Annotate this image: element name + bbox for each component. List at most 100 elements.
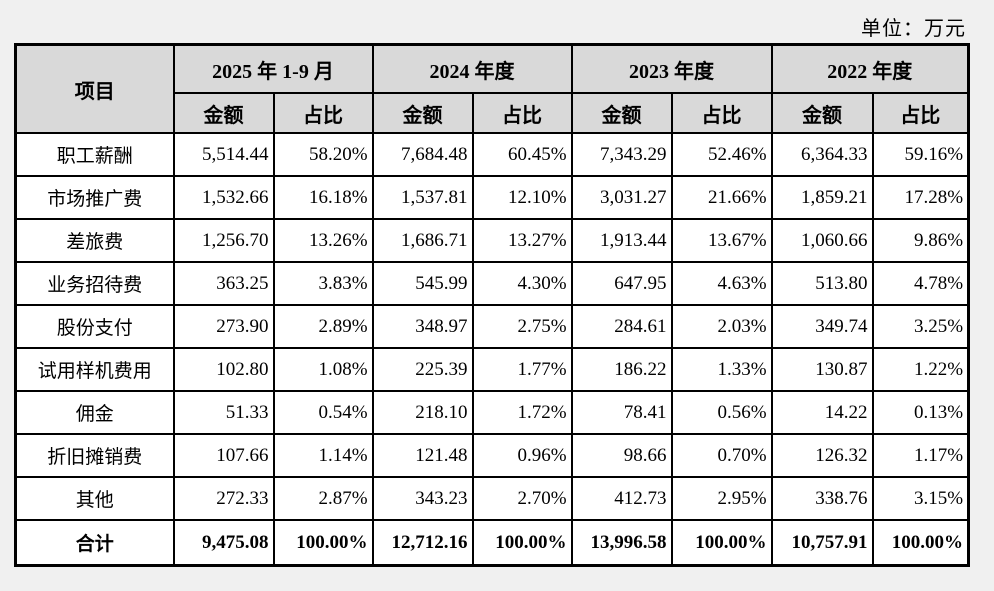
- ratio-cell: 13.26%: [272, 218, 374, 263]
- ratio-cell: 9.86%: [871, 218, 970, 263]
- col-header-amount: 金额: [570, 92, 673, 134]
- amount-cell: 273.90: [172, 304, 275, 349]
- ratio-cell: 16.18%: [272, 175, 374, 220]
- amount-cell: 1,256.70: [172, 218, 275, 263]
- amount-cell: 218.10: [371, 390, 474, 435]
- ratio-cell: 58.20%: [272, 132, 374, 177]
- table-row: 业务招待费 363.25 3.83% 545.99 4.30% 647.95 4.63% 51…: [14, 261, 970, 306]
- row-item-label: 折旧摊销费: [14, 433, 175, 478]
- ratio-cell: 1.17%: [871, 433, 970, 478]
- ratio-cell: 3.15%: [871, 476, 970, 521]
- row-item-label: 市场推广费: [14, 175, 175, 220]
- ratio-cell: 2.87%: [272, 476, 374, 521]
- amount-cell: 186.22: [570, 347, 673, 392]
- amount-cell: 348.97: [371, 304, 474, 349]
- amount-cell: 338.76: [770, 476, 874, 521]
- amount-cell: 130.87: [770, 347, 874, 392]
- ratio-cell: 2.95%: [670, 476, 773, 521]
- table-body: 职工薪酬 5,514.44 58.20% 7,684.48 60.45% 7,343.29…: [14, 132, 970, 567]
- col-header-ratio: 占比: [471, 92, 573, 134]
- ratio-cell: 0.96%: [471, 433, 573, 478]
- ratio-cell: 21.66%: [670, 175, 773, 220]
- amount-cell: 647.95: [570, 261, 673, 306]
- ratio-cell: 17.28%: [871, 175, 970, 220]
- ratio-cell: 0.13%: [871, 390, 970, 435]
- row-item-label: 职工薪酬: [14, 132, 175, 177]
- amount-cell: 1,060.66: [770, 218, 874, 263]
- col-header-ratio: 占比: [272, 92, 374, 134]
- amount-cell: 7,684.48: [371, 132, 474, 177]
- ratio-cell: 2.75%: [471, 304, 573, 349]
- amount-cell: 98.66: [570, 433, 673, 478]
- ratio-cell: 4.63%: [670, 261, 773, 306]
- ratio-cell: 2.89%: [272, 304, 374, 349]
- ratio-cell: 1.72%: [471, 390, 573, 435]
- amount-cell: 121.48: [371, 433, 474, 478]
- amount-cell: 5,514.44: [172, 132, 275, 177]
- amount-cell: 343.23: [371, 476, 474, 521]
- amount-cell: 9,475.08: [172, 519, 275, 567]
- ratio-cell: 0.56%: [670, 390, 773, 435]
- table-row: 合计 9,475.08 100.00% 12,712.16 100.00% 13,996.…: [14, 519, 970, 567]
- col-header-period-2025: 2025 年 1-9 月: [172, 43, 374, 94]
- table-header-row-sub: 金额 占比 金额 占比 金额 占比 金额 占比: [16, 92, 970, 134]
- ratio-cell: 1.14%: [272, 433, 374, 478]
- amount-cell: 10,757.91: [770, 519, 874, 567]
- amount-cell: 1,537.81: [371, 175, 474, 220]
- amount-cell: 107.66: [172, 433, 275, 478]
- col-header-ratio: 占比: [871, 92, 970, 134]
- row-item-label: 其他: [14, 476, 175, 521]
- amount-cell: 3,031.27: [570, 175, 673, 220]
- table-header-row-periods: 项目 2025 年 1-9 月 2024 年度 2023 年度 2022 年度: [14, 43, 970, 134]
- table-row: 市场推广费 1,532.66 16.18% 1,537.81 12.10% 3,031.2…: [14, 175, 970, 220]
- ratio-cell: 4.30%: [471, 261, 573, 306]
- row-item-label: 业务招待费: [14, 261, 175, 306]
- ratio-cell: 13.67%: [670, 218, 773, 263]
- row-item-label: 差旅费: [14, 218, 175, 263]
- col-header-amount: 金额: [371, 92, 474, 134]
- amount-cell: 13,996.58: [570, 519, 673, 567]
- ratio-cell: 1.08%: [272, 347, 374, 392]
- ratio-cell: 100.00%: [871, 519, 970, 567]
- col-header-period-2022: 2022 年度: [770, 43, 970, 94]
- amount-cell: 14.22: [770, 390, 874, 435]
- ratio-cell: 2.70%: [471, 476, 573, 521]
- unit-label: 单位：万元: [861, 18, 966, 40]
- ratio-cell: 12.10%: [471, 175, 573, 220]
- row-item-label: 合计: [14, 519, 175, 567]
- col-header-amount: 金额: [172, 92, 275, 134]
- ratio-cell: 1.33%: [670, 347, 773, 392]
- amount-cell: 272.33: [172, 476, 275, 521]
- amount-cell: 1,913.44: [570, 218, 673, 263]
- ratio-cell: 100.00%: [471, 519, 573, 567]
- ratio-cell: 3.25%: [871, 304, 970, 349]
- amount-cell: 51.33: [172, 390, 275, 435]
- row-item-label: 股份支付: [14, 304, 175, 349]
- amount-cell: 284.61: [570, 304, 673, 349]
- ratio-cell: 1.22%: [871, 347, 970, 392]
- amount-cell: 126.32: [770, 433, 874, 478]
- amount-cell: 513.80: [770, 261, 874, 306]
- ratio-cell: 0.70%: [670, 433, 773, 478]
- row-item-label: 试用样机费用: [14, 347, 175, 392]
- amount-cell: 78.41: [570, 390, 673, 435]
- table-row: 试用样机费用 102.80 1.08% 225.39 1.77% 186.22 1.33% 1…: [14, 347, 970, 392]
- table-row: 差旅费 1,256.70 13.26% 1,686.71 13.27% 1,913.44 1…: [14, 218, 970, 263]
- ratio-cell: 3.83%: [272, 261, 374, 306]
- amount-cell: 412.73: [570, 476, 673, 521]
- amount-cell: 225.39: [371, 347, 474, 392]
- amount-cell: 1,859.21: [770, 175, 874, 220]
- ratio-cell: 4.78%: [871, 261, 970, 306]
- expense-table: 项目 2025 年 1-9 月 2024 年度 2023 年度 2022 年度 …: [14, 43, 971, 567]
- amount-cell: 1,686.71: [371, 218, 474, 263]
- table-row: 折旧摊销费 107.66 1.14% 121.48 0.96% 98.66 0.70% 126…: [14, 433, 970, 478]
- ratio-cell: 1.77%: [471, 347, 573, 392]
- col-header-item: 项目: [14, 43, 175, 134]
- table-row: 其他 272.33 2.87% 343.23 2.70% 412.73 2.95% 338.7…: [14, 476, 970, 521]
- ratio-cell: 13.27%: [471, 218, 573, 263]
- ratio-cell: 2.03%: [670, 304, 773, 349]
- row-item-label: 佣金: [14, 390, 175, 435]
- table-row: 职工薪酬 5,514.44 58.20% 7,684.48 60.45% 7,343.29…: [14, 132, 970, 177]
- ratio-cell: 0.54%: [272, 390, 374, 435]
- ratio-cell: 60.45%: [471, 132, 573, 177]
